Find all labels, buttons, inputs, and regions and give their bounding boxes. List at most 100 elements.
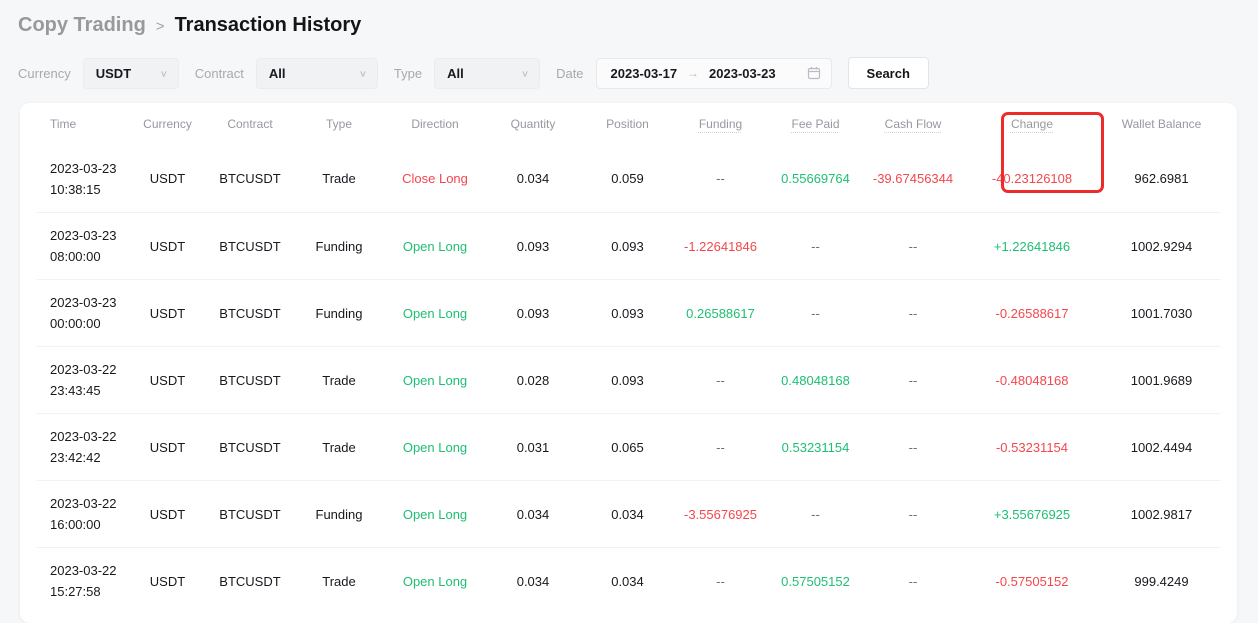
wallet-balance-cell: 1001.7030 <box>1130 305 1193 321</box>
col-header-quantity: Quantity <box>510 117 556 131</box>
time-cell: 2023-03-22 23:42:42 <box>36 426 128 468</box>
contract-select-value: All <box>268 65 286 81</box>
change-cell: -40.23126108 <box>991 171 1073 186</box>
breadcrumb-copy-trading[interactable]: Copy Trading <box>18 14 146 36</box>
wallet-balance-cell: 1001.9689 <box>1130 372 1193 388</box>
table-row: 2023-03-22 23:43:45 USDT BTCUSDT Trade O… <box>36 346 1221 413</box>
row-date: 2023-03-23 <box>50 228 117 243</box>
time-cell: 2023-03-22 15:27:58 <box>36 560 128 602</box>
direction-cell: Open Long <box>402 573 468 589</box>
position-cell: 0.034 <box>611 573 644 589</box>
direction-cell: Open Long <box>402 305 468 321</box>
contract-cell: BTCUSDT <box>219 573 281 589</box>
col-header-position: Position <box>606 117 649 131</box>
fee-paid-cell: -- <box>811 305 820 321</box>
row-time: 10:38:15 <box>50 181 101 197</box>
fee-paid-cell: 0.57505152 <box>781 573 850 589</box>
time-cell: 2023-03-23 00:00:00 <box>36 292 128 334</box>
position-cell: 0.034 <box>611 506 644 522</box>
change-cell: -0.48048168 <box>995 372 1069 388</box>
change-cell: +3.55676925 <box>993 506 1071 522</box>
currency-select[interactable]: USDT ∨ <box>82 57 179 89</box>
col-header-contract: Contract <box>227 117 273 131</box>
row-time: 08:00:00 <box>50 249 101 264</box>
funding-cell: -3.55676925 <box>683 506 757 522</box>
table-row: 2023-03-23 10:38:15 USDT BTCUSDT Trade C… <box>36 145 1221 212</box>
position-cell: 0.093 <box>611 372 644 388</box>
direction-cell: Open Long <box>402 439 468 455</box>
wallet-balance-cell: 962.6981 <box>1134 171 1189 186</box>
position-cell: 0.093 <box>611 305 644 321</box>
chevron-down-icon: ∨ <box>521 68 530 79</box>
time-cell: 2023-03-22 16:00:00 <box>36 493 128 535</box>
wallet-balance-cell: 1002.9294 <box>1130 238 1193 254</box>
fee-paid-cell: 0.53231154 <box>781 439 850 455</box>
time-cell: 2023-03-22 23:43:45 <box>36 359 128 401</box>
row-date: 2023-03-22 <box>50 362 117 377</box>
chevron-down-icon: ∨ <box>159 68 168 79</box>
currency-label: Currency <box>18 65 71 81</box>
wallet-balance-cell: 1002.4494 <box>1130 439 1193 455</box>
funding-cell: -1.22641846 <box>683 238 757 254</box>
row-date: 2023-03-22 <box>50 429 117 444</box>
col-header-currency: Currency <box>143 117 192 131</box>
type-select[interactable]: All ∨ <box>434 57 541 89</box>
row-date: 2023-03-22 <box>50 563 117 578</box>
row-date: 2023-03-23 <box>50 295 117 310</box>
contract-select[interactable]: All ∨ <box>255 57 378 89</box>
cash-flow-cell: -- <box>908 238 918 254</box>
time-cell: 2023-03-23 10:38:15 <box>36 158 128 200</box>
change-cell: -0.26588617 <box>995 305 1069 321</box>
funding-cell: -- <box>716 573 725 589</box>
change-cell: -0.53231154 <box>995 439 1069 455</box>
row-date: 2023-03-23 <box>50 160 117 176</box>
table-body: 2023-03-23 10:38:15 USDT BTCUSDT Trade C… <box>36 145 1221 614</box>
type-cell: Funding <box>315 238 363 254</box>
currency-cell: USDT <box>149 238 186 254</box>
cash-flow-cell: -- <box>908 506 918 522</box>
col-header-funding: Funding <box>698 117 743 131</box>
type-cell: Trade <box>322 439 356 455</box>
row-time: 23:43:45 <box>50 383 101 398</box>
date-start-value: 2023-03-17 <box>610 65 678 81</box>
col-header-type: Type <box>325 117 352 131</box>
arrow-right-icon: → <box>687 66 700 80</box>
change-cell: -0.57505152 <box>995 573 1069 589</box>
funding-cell: -- <box>716 439 725 455</box>
change-cell: +1.22641846 <box>993 238 1071 254</box>
cash-flow-cell: -- <box>908 573 918 589</box>
direction-cell: Open Long <box>402 506 468 522</box>
fee-paid-cell: -- <box>811 506 820 522</box>
quantity-cell: 0.093 <box>516 305 550 321</box>
funding-cell: -- <box>716 372 725 388</box>
fee-paid-cell: 0.48048168 <box>781 372 850 388</box>
type-cell: Funding <box>315 305 363 321</box>
currency-select-value: USDT <box>95 65 132 81</box>
filter-bar: Currency USDT ∨ Contract All ∨ Type All … <box>18 57 1258 89</box>
table-row: 2023-03-22 16:00:00 USDT BTCUSDT Funding… <box>36 480 1221 547</box>
search-button[interactable]: Search <box>847 57 929 89</box>
quantity-cell: 0.034 <box>516 506 550 522</box>
contract-cell: BTCUSDT <box>219 238 281 254</box>
direction-cell: Open Long <box>402 372 468 388</box>
wallet-balance-cell: 999.4249 <box>1134 573 1189 589</box>
contract-cell: BTCUSDT <box>219 506 281 522</box>
quantity-cell: 0.034 <box>516 171 550 186</box>
direction-cell: Close Long <box>402 171 468 186</box>
type-select-value: All <box>447 65 464 81</box>
time-cell: 2023-03-23 08:00:00 <box>36 225 128 267</box>
col-header-wallet-balance: Wallet Balance <box>1121 117 1202 131</box>
cash-flow-cell: -- <box>908 372 918 388</box>
date-range-picker[interactable]: 2023-03-17 → 2023-03-23 <box>595 57 832 89</box>
direction-cell: Open Long <box>402 238 468 254</box>
calendar-icon <box>807 66 821 80</box>
table-row: 2023-03-22 23:42:42 USDT BTCUSDT Trade O… <box>36 413 1221 480</box>
chevron-down-icon: ∨ <box>358 68 367 79</box>
table-row: 2023-03-23 00:00:00 USDT BTCUSDT Funding… <box>36 279 1221 346</box>
date-label: Date <box>556 65 584 81</box>
type-cell: Funding <box>315 506 363 522</box>
page-title: Transaction History <box>174 14 362 36</box>
contract-cell: BTCUSDT <box>219 171 281 186</box>
col-header-fee-paid: Fee Paid <box>791 117 840 131</box>
type-cell: Trade <box>322 171 356 186</box>
